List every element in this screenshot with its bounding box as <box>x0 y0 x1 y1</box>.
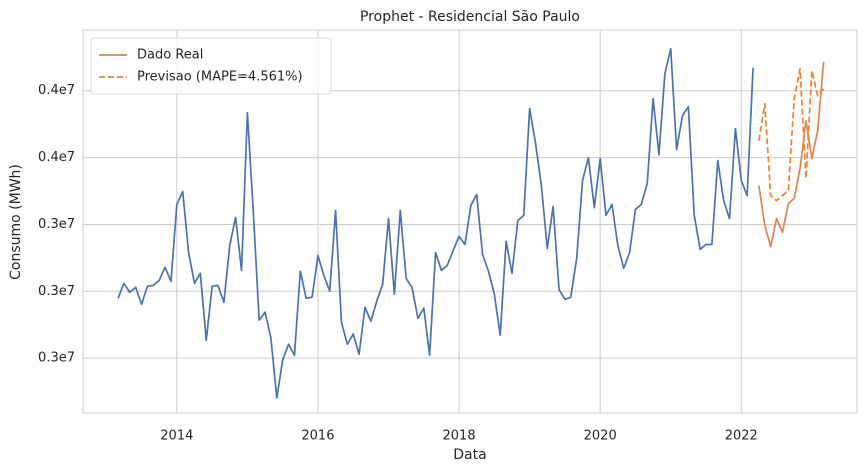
chart-title: Prophet - Residencial São Paulo <box>360 9 580 25</box>
x-tick-label: 2018 <box>443 429 476 444</box>
series-line <box>758 61 825 248</box>
series-line <box>758 67 825 202</box>
x-tick-label: 2014 <box>160 429 193 444</box>
y-tick-label: 0.3e7 <box>38 217 75 232</box>
x-axis-label: Data <box>453 447 486 463</box>
y-tick-label: 0.4e7 <box>38 150 75 165</box>
y-tick-label: 0.4e7 <box>38 83 75 98</box>
series-line <box>117 47 754 399</box>
y-tick-label: 0.3e7 <box>38 284 75 299</box>
legend-label: Dado Real <box>137 48 203 63</box>
y-axis-label: Consumo (MWh) <box>8 164 24 280</box>
plot-frame <box>82 29 858 414</box>
legend-box <box>90 37 332 95</box>
legend-label: Previsao (MAPE=4.561%) <box>137 70 303 85</box>
x-tick-label: 2022 <box>725 429 758 444</box>
x-tick-label: 2020 <box>584 429 617 444</box>
x-tick-label: 2016 <box>301 429 334 444</box>
y-tick-label: 0.3e7 <box>38 351 75 366</box>
